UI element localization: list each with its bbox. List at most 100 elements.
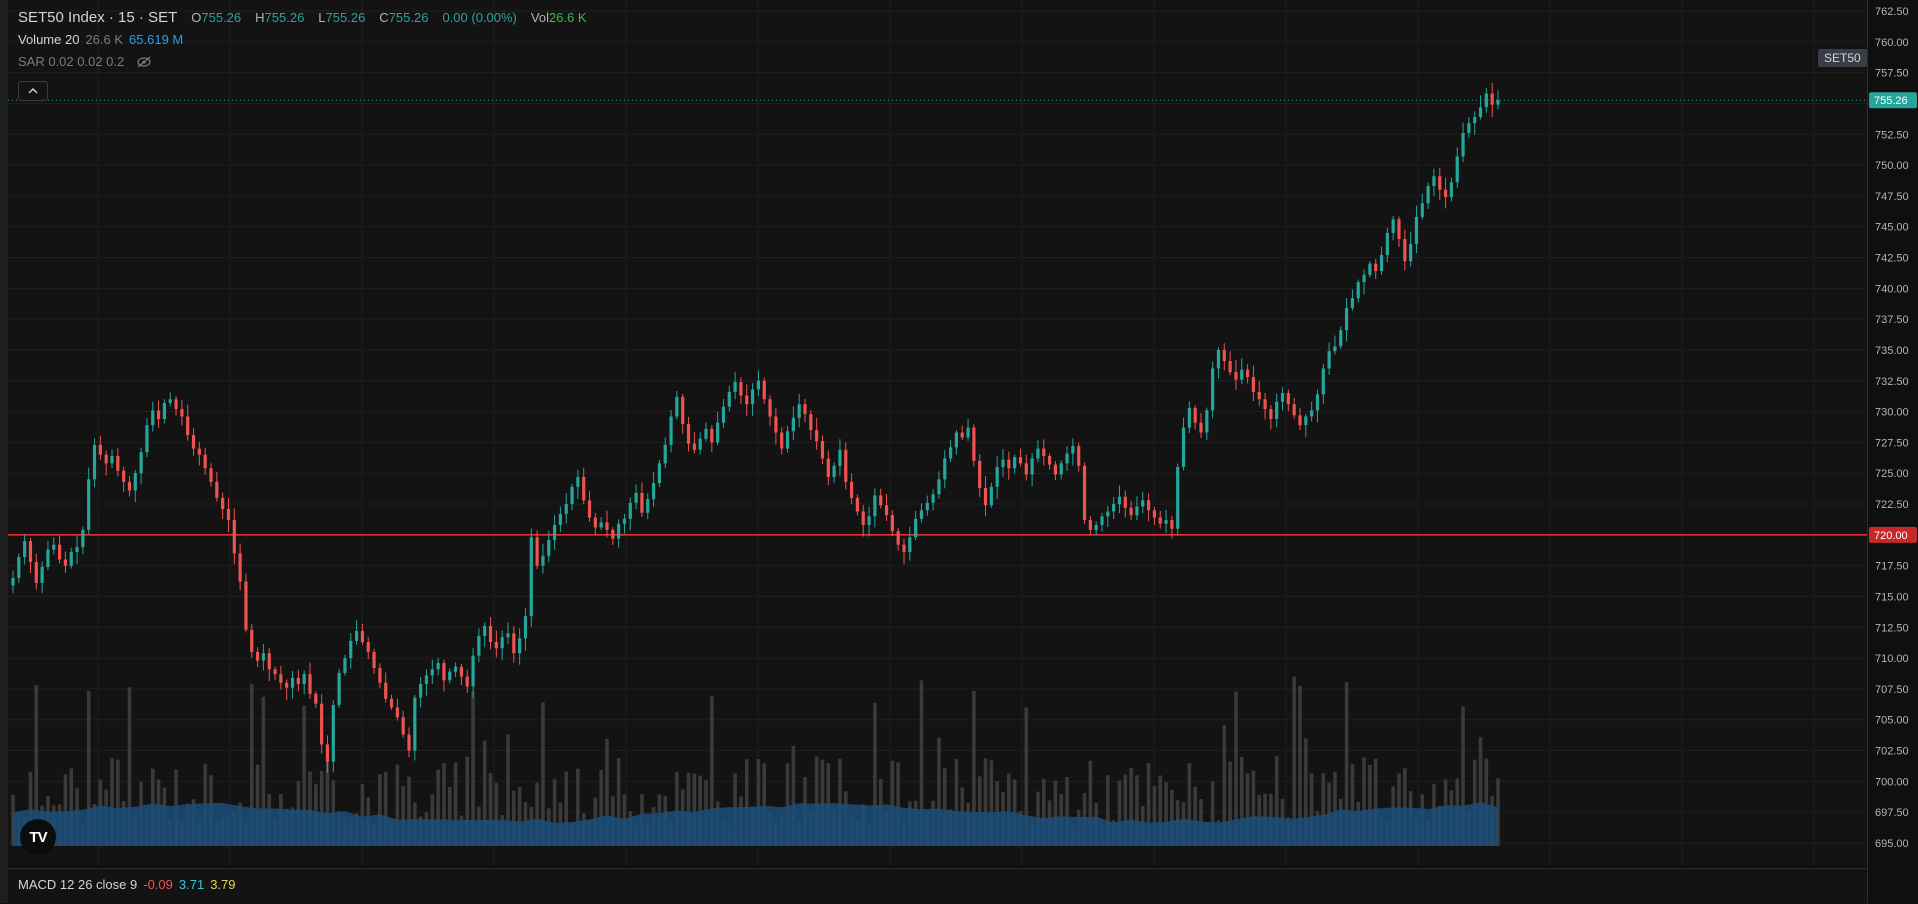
candle <box>564 492 568 524</box>
volume-bar <box>972 690 976 846</box>
candle <box>1310 401 1314 422</box>
volume-bar <box>28 771 33 846</box>
candle <box>424 669 429 696</box>
candle-body <box>238 553 242 582</box>
candle <box>209 463 213 487</box>
candle <box>232 508 236 565</box>
price-tick-label: 762.50 <box>1875 6 1909 18</box>
volume-indicator-name[interactable]: Volume 20 <box>18 32 80 47</box>
candle-body <box>279 674 283 683</box>
candle <box>1286 389 1290 412</box>
volume-bar <box>1024 707 1029 846</box>
candle <box>81 526 85 555</box>
sar-indicator-row[interactable]: SAR 0.02 0.02 0.2 <box>18 52 587 72</box>
candle <box>378 663 382 689</box>
volume-bar <box>308 771 312 846</box>
candle <box>1141 491 1145 514</box>
main-chart-pane[interactable] <box>8 0 1867 866</box>
volume-bar <box>1344 682 1349 846</box>
candle-body <box>1234 372 1238 380</box>
candle <box>1478 95 1483 120</box>
candle <box>651 471 656 508</box>
candle-body <box>459 666 464 677</box>
candle <box>314 691 318 708</box>
candle-body <box>1292 404 1296 416</box>
candle <box>471 647 475 698</box>
candle <box>1397 216 1401 248</box>
price-tick-label: 697.50 <box>1875 807 1909 819</box>
candle-body <box>908 537 912 553</box>
collapse-legend-button[interactable] <box>18 81 48 101</box>
candle <box>395 698 399 721</box>
volume-bar <box>1309 773 1314 846</box>
candle <box>547 530 551 563</box>
candle-body <box>1467 123 1471 134</box>
vol-value: 26.6 K <box>548 10 587 25</box>
candle <box>1117 485 1122 514</box>
volume-indicator-row[interactable]: Volume 20 26.6 K 65.619 M <box>18 30 587 50</box>
candle-body <box>914 518 918 538</box>
candle <box>1426 182 1430 209</box>
volume-bar <box>1123 774 1128 846</box>
candle-body <box>436 663 440 670</box>
volume-bar <box>535 782 539 846</box>
candle-body <box>954 432 959 448</box>
candle-body <box>1047 455 1052 465</box>
candle-body <box>803 404 807 415</box>
volume-bar <box>1152 786 1157 846</box>
candle <box>617 519 621 548</box>
candle-body <box>745 395 749 405</box>
candle <box>238 543 242 591</box>
candle <box>1473 111 1477 135</box>
candle-body <box>576 476 580 487</box>
candle-body <box>34 561 38 583</box>
volume-bar <box>756 759 761 846</box>
vol-label: Vol <box>530 10 549 25</box>
macd-pane[interactable]: MACD 12 26 close 9 -0.09 3.71 3.79 <box>8 868 1867 904</box>
candle-body <box>354 630 359 641</box>
candle <box>17 553 21 583</box>
tradingview-logo-icon[interactable]: TV <box>20 819 56 855</box>
candle-body <box>320 703 324 745</box>
candle-body <box>948 447 953 459</box>
candle-body <box>448 671 452 681</box>
candle-body <box>372 651 376 668</box>
candle-body <box>1053 464 1058 475</box>
volume-bar <box>302 705 306 846</box>
candle-body <box>669 416 673 445</box>
macd-name[interactable]: MACD 12 26 close 9 <box>18 877 138 892</box>
candle <box>1356 279 1360 303</box>
candle-body <box>1426 186 1430 204</box>
candle-body <box>1391 219 1395 233</box>
candle-body <box>1135 506 1139 516</box>
candle <box>745 384 749 417</box>
candle <box>87 467 91 535</box>
candle-body <box>1245 369 1250 378</box>
eye-off-icon[interactable] <box>136 56 152 68</box>
candle-body <box>494 642 498 649</box>
candle-body <box>506 633 510 638</box>
candle <box>46 540 50 571</box>
candle-body <box>1181 427 1186 468</box>
candle-body <box>820 441 825 459</box>
candle <box>908 526 912 561</box>
symbol-title[interactable]: SET50 Index · 15 · SET <box>18 9 178 26</box>
volume-bar <box>896 762 900 846</box>
candle <box>127 475 132 497</box>
candle-body <box>1129 507 1133 516</box>
volume-bar <box>407 776 411 846</box>
sar-indicator-name[interactable]: SAR 0.02 0.02 0.2 <box>18 54 125 69</box>
candle-body <box>552 524 557 540</box>
candle <box>261 643 266 671</box>
candle <box>1298 407 1302 430</box>
candle <box>803 399 807 423</box>
price-chart[interactable] <box>8 0 1867 866</box>
candle <box>1275 393 1279 428</box>
volume-bar <box>919 680 924 846</box>
volume-bar <box>1321 773 1326 846</box>
candle-body <box>453 666 458 672</box>
volume-bar <box>1106 775 1110 846</box>
candle <box>1438 167 1442 200</box>
volume-bar <box>1041 778 1046 846</box>
price-scale[interactable]: 762.50760.00757.50755.00752.50750.00747.… <box>1867 0 1918 866</box>
